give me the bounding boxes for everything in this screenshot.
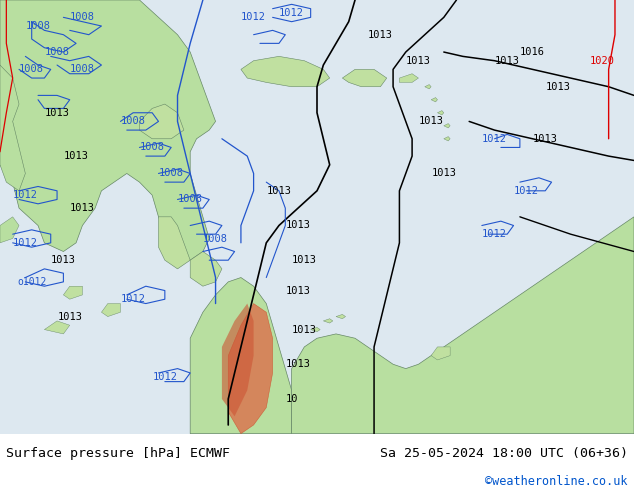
Polygon shape [101,304,120,317]
Text: 1013: 1013 [533,134,558,144]
Text: o1012: o1012 [17,277,46,287]
Text: 1008: 1008 [25,21,51,31]
Polygon shape [0,0,216,260]
Text: 10: 10 [285,394,298,404]
Text: ©weatheronline.co.uk: ©weatheronline.co.uk [485,475,628,488]
Polygon shape [44,321,70,334]
Polygon shape [63,286,82,299]
Text: 1008: 1008 [178,195,203,204]
Text: 1013: 1013 [51,255,76,265]
Polygon shape [342,70,387,87]
Text: 1008: 1008 [203,234,228,244]
Polygon shape [323,318,333,323]
Text: 1013: 1013 [418,117,444,126]
Text: 1013: 1013 [495,56,520,66]
Text: 1016: 1016 [520,47,545,57]
Polygon shape [444,123,450,128]
Text: 1013: 1013 [44,108,70,118]
Polygon shape [0,217,19,243]
Text: 1012: 1012 [241,12,266,23]
Text: 1012: 1012 [13,238,38,248]
Text: 1008: 1008 [70,12,95,23]
Text: 1008: 1008 [120,117,146,126]
Polygon shape [292,217,634,434]
Text: 1013: 1013 [63,151,89,161]
Text: Surface pressure [hPa] ECMWF: Surface pressure [hPa] ECMWF [6,447,230,460]
Polygon shape [425,85,431,89]
Polygon shape [0,65,25,191]
Text: 1013: 1013 [70,203,95,213]
Text: 1012: 1012 [514,186,539,196]
Text: 1012: 1012 [482,134,507,144]
Polygon shape [158,217,190,269]
Text: 1012: 1012 [152,372,178,382]
Polygon shape [228,304,273,434]
Text: 1013: 1013 [406,56,431,66]
Polygon shape [336,315,346,318]
Polygon shape [190,251,222,286]
Text: 1013: 1013 [368,30,393,40]
Text: 1013: 1013 [266,186,292,196]
Text: 1008: 1008 [19,64,44,74]
Text: 1008: 1008 [158,169,184,178]
Polygon shape [437,111,444,115]
Text: 1012: 1012 [120,294,146,304]
Text: 1012: 1012 [279,8,304,18]
Text: 1008: 1008 [44,47,70,57]
Polygon shape [222,304,254,416]
Text: 1013: 1013 [431,169,456,178]
Text: 1008: 1008 [70,64,95,74]
Polygon shape [444,137,450,141]
Text: 1013: 1013 [285,220,311,230]
Polygon shape [399,74,418,82]
Polygon shape [431,98,437,102]
Text: 1013: 1013 [285,286,311,295]
Text: Sa 25-05-2024 18:00 UTC (06+36): Sa 25-05-2024 18:00 UTC (06+36) [380,447,628,460]
Text: 1012: 1012 [482,229,507,239]
Polygon shape [241,56,330,87]
Text: 1013: 1013 [292,255,317,265]
Text: 1013: 1013 [57,312,82,321]
Text: 1020: 1020 [590,56,615,66]
Text: 1013: 1013 [292,324,317,335]
Polygon shape [139,104,184,139]
Text: 1008: 1008 [139,143,165,152]
Polygon shape [190,277,292,434]
Text: 1013: 1013 [545,82,571,92]
Text: 1013: 1013 [285,359,311,369]
Polygon shape [431,347,450,360]
Polygon shape [311,327,320,332]
Text: 1012: 1012 [13,190,38,200]
